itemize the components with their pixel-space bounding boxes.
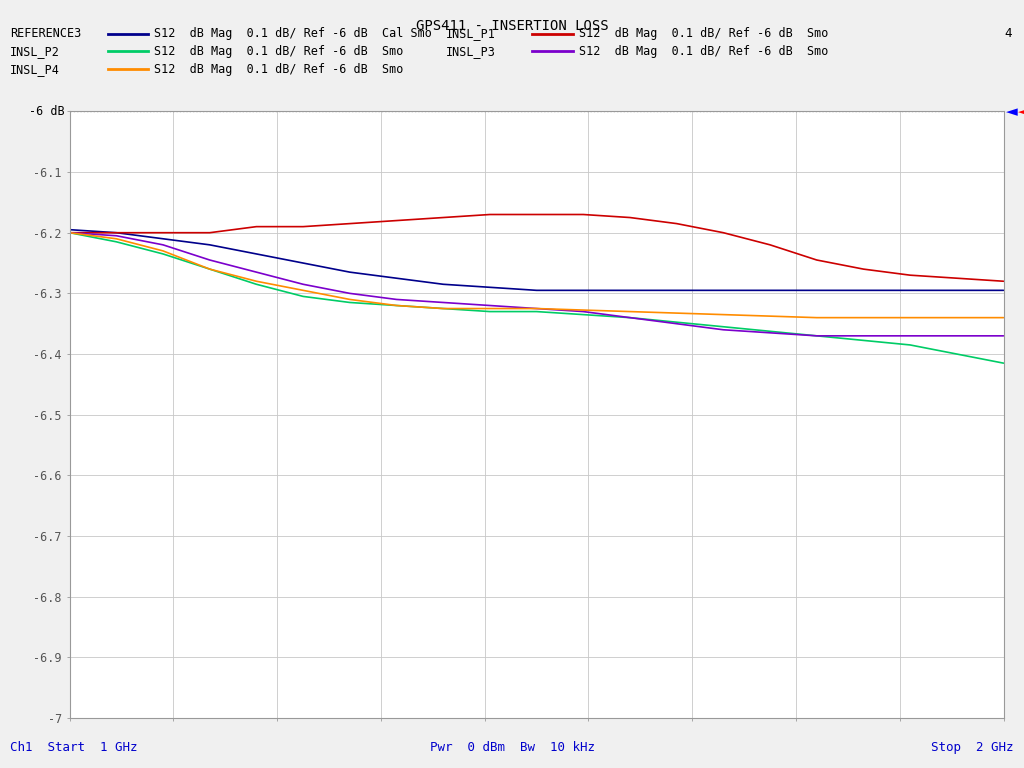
Text: ◄: ◄ (1018, 104, 1024, 119)
Text: S12  dB Mag  0.1 dB/ Ref -6 dB  Smo: S12 dB Mag 0.1 dB/ Ref -6 dB Smo (154, 63, 403, 75)
Text: -6 dB: -6 dB (29, 105, 65, 118)
Text: INSL_P3: INSL_P3 (445, 45, 496, 58)
Text: Ch1  Start  1 GHz: Ch1 Start 1 GHz (10, 741, 138, 754)
Text: S12  dB Mag  0.1 dB/ Ref -6 dB  Smo: S12 dB Mag 0.1 dB/ Ref -6 dB Smo (579, 45, 828, 58)
Text: ◄: ◄ (1006, 104, 1017, 119)
Text: S12  dB Mag  0.1 dB/ Ref -6 dB  Cal Smo: S12 dB Mag 0.1 dB/ Ref -6 dB Cal Smo (154, 28, 431, 40)
Text: S12  dB Mag  0.1 dB/ Ref -6 dB  Smo: S12 dB Mag 0.1 dB/ Ref -6 dB Smo (154, 45, 403, 58)
Text: GPS411 - INSERTION LOSS: GPS411 - INSERTION LOSS (416, 19, 608, 33)
Text: Stop  2 GHz: Stop 2 GHz (931, 741, 1014, 754)
Text: S12  dB Mag  0.1 dB/ Ref -6 dB  Smo: S12 dB Mag 0.1 dB/ Ref -6 dB Smo (579, 28, 828, 40)
Text: Pwr  0 dBm  Bw  10 kHz: Pwr 0 dBm Bw 10 kHz (429, 741, 595, 754)
Text: INSL_P2: INSL_P2 (10, 45, 60, 58)
Text: INSL_P4: INSL_P4 (10, 63, 60, 75)
Text: REFERENCE3: REFERENCE3 (10, 28, 82, 40)
Text: INSL_P1: INSL_P1 (445, 28, 496, 40)
Text: 4: 4 (1005, 28, 1012, 40)
